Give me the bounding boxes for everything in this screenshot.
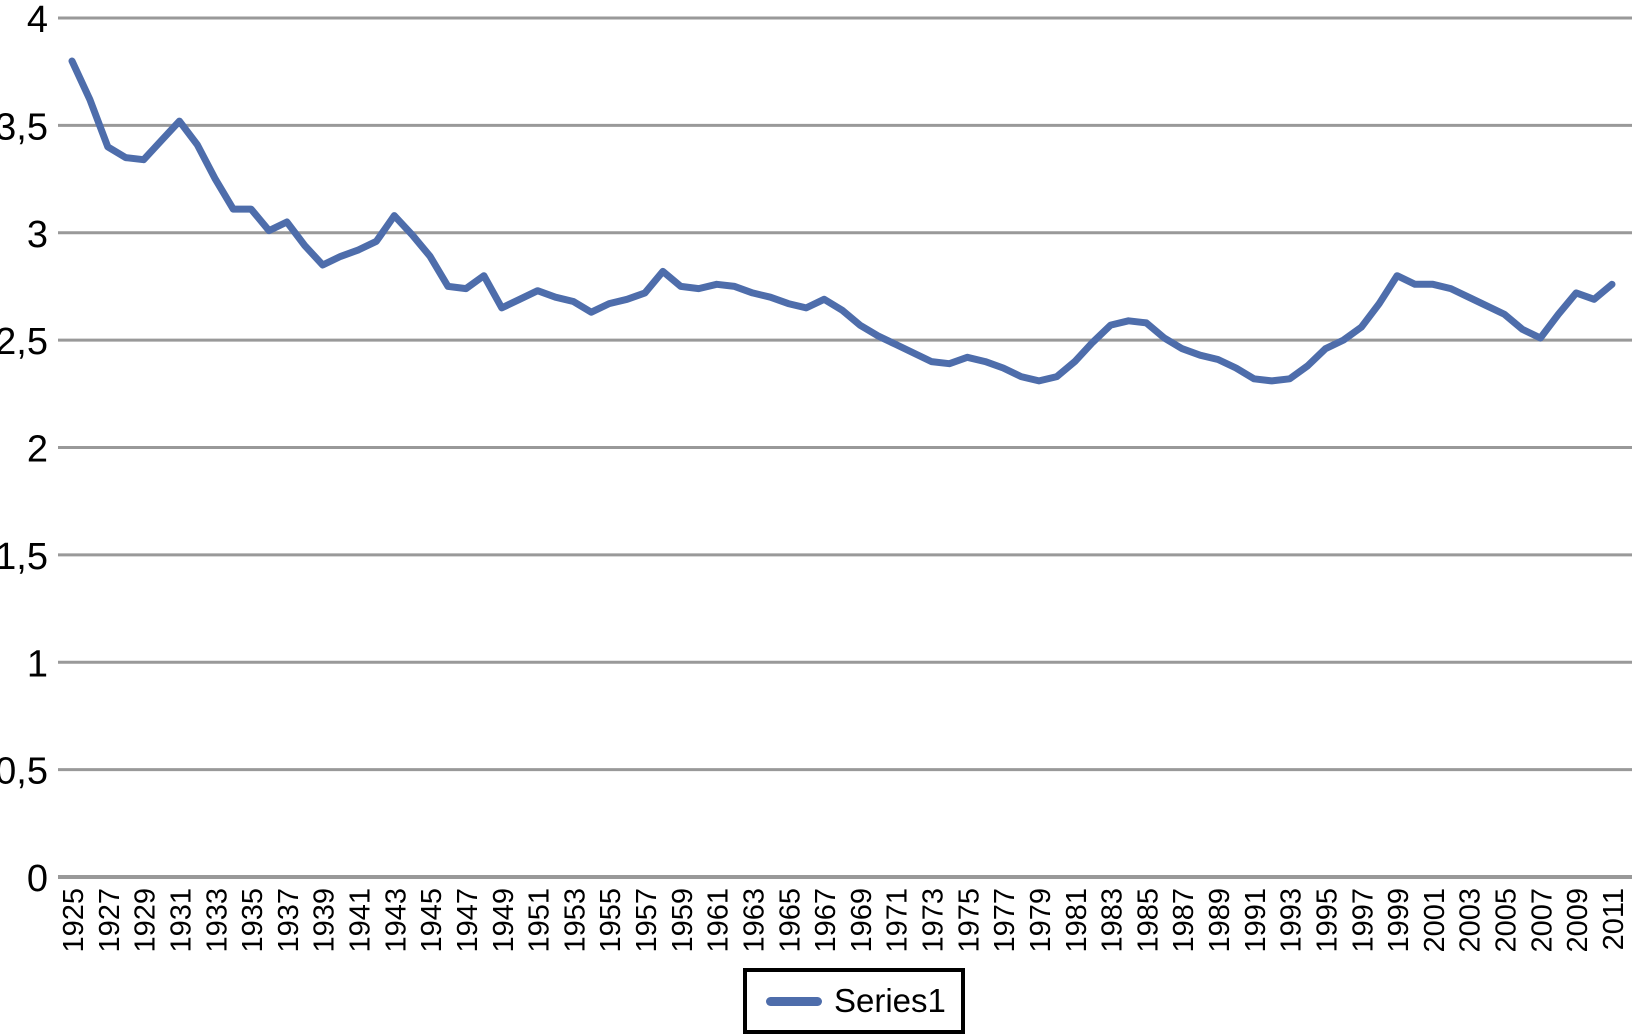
y-axis-label: 2,5 [0,321,48,363]
y-axis-label: 2 [27,429,48,471]
x-axis-label: 1949 [488,888,520,953]
x-axis-label: 1967 [810,888,842,953]
x-axis-label: 1951 [524,888,556,953]
y-axis-label: 3,5 [0,106,48,148]
x-axis-label: 1997 [1347,888,1379,953]
x-axis-label: 1939 [309,888,341,953]
legend-line-sample [766,996,822,1006]
x-axis-label: 2001 [1419,888,1451,953]
x-axis-label: 1945 [416,888,448,953]
x-axis-label: 2011 [1598,888,1630,950]
x-axis-label: 1929 [130,888,162,953]
legend-series-label: Series1 [834,982,946,1019]
x-axis-label: 1989 [1204,888,1236,953]
x-axis-label: 1955 [595,888,627,953]
x-axis-label: 1999 [1383,888,1415,953]
x-axis-label: 1965 [774,888,806,953]
x-axis-label: 1937 [273,888,305,953]
x-axis-label: 1935 [237,888,269,953]
x-axis-label: 1977 [989,888,1021,953]
x-axis-label: 1975 [953,888,985,953]
x-axis-label: 1993 [1276,888,1308,953]
x-axis-label: 1983 [1097,888,1129,953]
x-axis-label: 1985 [1132,888,1164,953]
x-axis-label: 1995 [1311,888,1343,953]
legend: Series1 [743,968,965,1034]
x-axis-label: 1925 [58,888,90,953]
x-axis-label: 1979 [1025,888,1057,953]
x-axis-label: 1947 [452,888,484,953]
y-axis-label: 4 [27,0,48,41]
x-axis-label: 1963 [738,888,770,953]
x-axis-label: 1933 [201,888,233,953]
y-axis-label: 1 [27,643,48,685]
series-line [68,57,1616,385]
x-axis-label: 1981 [1061,888,1093,953]
x-axis-label: 1931 [165,888,197,953]
x-axis-label: 1957 [631,888,663,953]
x-axis-label: 2007 [1526,888,1558,953]
y-axis-label: 0,5 [0,751,48,793]
y-axis-label: 3 [27,214,48,256]
x-axis-label: 1971 [882,888,914,953]
x-axis-label: 1943 [380,888,412,953]
x-axis-label: 2003 [1455,888,1487,953]
x-axis-label: 1953 [559,888,591,953]
y-axis-label: 1,5 [0,536,48,578]
x-axis-label: 1927 [94,888,126,953]
x-axis-label: 1991 [1240,888,1272,953]
x-axis-label: 1961 [703,888,735,953]
y-axis-label: 0 [27,858,48,900]
x-axis-label: 2005 [1491,888,1523,953]
x-axis-label: 1959 [667,888,699,953]
x-axis-label: 2009 [1562,888,1594,953]
x-axis-label: 1987 [1168,888,1200,953]
x-axis-label: 1973 [918,888,950,953]
x-axis-label: 1941 [345,888,377,953]
x-axis-label: 1969 [846,888,878,953]
